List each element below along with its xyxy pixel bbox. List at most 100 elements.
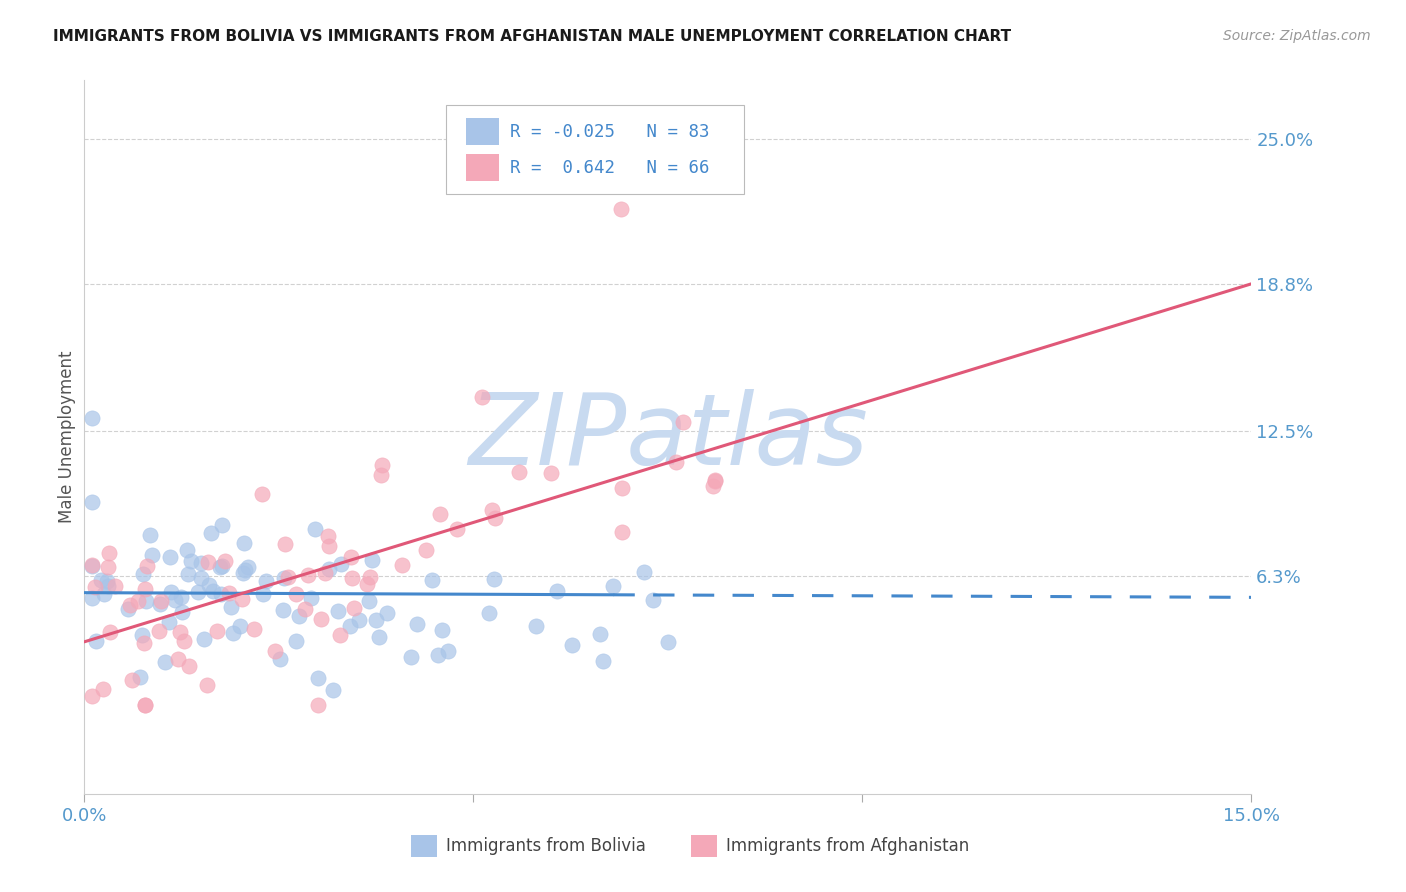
Point: [82, 591, 104, 605]
Point: [159, 549, 181, 564]
Point: [132, 636, 155, 650]
Point: [176, 543, 198, 558]
Point: [285, 634, 308, 648]
Point: [211, 558, 233, 573]
Point: [657, 634, 679, 648]
Point: [135, 594, 157, 608]
Point: [367, 630, 389, 644]
Point: [314, 566, 336, 580]
Point: [83, 580, 105, 594]
Point: [391, 558, 413, 572]
Point: [186, 585, 208, 599]
Point: [357, 594, 380, 608]
Point: [150, 593, 173, 607]
Point: [84, 634, 107, 648]
Point: [200, 526, 222, 541]
Point: [318, 529, 340, 543]
Point: [427, 648, 450, 662]
Point: [704, 475, 727, 489]
Point: [198, 578, 221, 592]
Point: [219, 600, 242, 615]
Point: [524, 619, 547, 633]
Point: [165, 593, 187, 607]
Point: [339, 619, 361, 633]
Point: [231, 592, 253, 607]
FancyBboxPatch shape: [465, 119, 499, 145]
Point: [482, 572, 505, 586]
Text: Immigrants from Afghanistan: Immigrants from Afghanistan: [727, 837, 970, 855]
Point: [128, 670, 150, 684]
Point: [318, 562, 340, 576]
Point: [167, 651, 190, 665]
Point: [193, 632, 215, 647]
Point: [127, 594, 149, 608]
Point: [420, 574, 443, 588]
Point: [274, 537, 297, 551]
Point: [478, 606, 501, 620]
Point: [560, 638, 582, 652]
Point: [190, 571, 212, 585]
Point: [430, 623, 453, 637]
Point: [149, 597, 172, 611]
Point: [271, 603, 294, 617]
Point: [589, 627, 612, 641]
Point: [546, 583, 568, 598]
Point: [97, 580, 120, 594]
Point: [138, 528, 160, 542]
FancyBboxPatch shape: [411, 835, 437, 856]
Point: [100, 624, 122, 639]
Point: [157, 615, 180, 629]
Point: [93, 587, 115, 601]
Point: [370, 467, 392, 482]
Point: [484, 510, 506, 524]
Point: [481, 503, 503, 517]
FancyBboxPatch shape: [465, 154, 499, 181]
Point: [329, 557, 352, 571]
Point: [104, 579, 127, 593]
Point: [641, 593, 664, 607]
Point: [273, 571, 295, 585]
Point: [329, 628, 352, 642]
Point: [117, 602, 139, 616]
Point: [207, 624, 229, 638]
Point: [172, 605, 194, 619]
Point: [233, 536, 256, 550]
Text: IMMIGRANTS FROM BOLIVIA VS IMMIGRANTS FROM AFGHANISTAN MALE UNEMPLOYMENT CORRELA: IMMIGRANTS FROM BOLIVIA VS IMMIGRANTS FR…: [53, 29, 1011, 44]
Point: [437, 644, 460, 658]
Point: [610, 202, 633, 216]
Point: [540, 466, 562, 480]
Point: [97, 560, 120, 574]
Point: [356, 577, 378, 591]
Point: [209, 586, 232, 600]
Point: [82, 411, 104, 425]
FancyBboxPatch shape: [692, 835, 717, 856]
Point: [229, 619, 252, 633]
Point: [269, 652, 291, 666]
Point: [236, 560, 259, 574]
Point: [322, 683, 344, 698]
Point: [160, 585, 183, 599]
Text: R = -0.025   N = 83: R = -0.025 N = 83: [510, 123, 710, 141]
Point: [82, 558, 104, 573]
Point: [343, 601, 366, 615]
Point: [375, 606, 398, 620]
Point: [120, 598, 142, 612]
Point: [93, 681, 115, 696]
Point: [82, 559, 104, 574]
Point: [307, 698, 329, 712]
Point: [592, 654, 614, 668]
Point: [294, 602, 316, 616]
Point: [340, 571, 363, 585]
Point: [359, 569, 381, 583]
Point: [252, 487, 274, 501]
Point: [508, 465, 530, 479]
Point: [131, 627, 153, 641]
Point: [177, 658, 200, 673]
Text: Source: ZipAtlas.com: Source: ZipAtlas.com: [1223, 29, 1371, 43]
Point: [134, 698, 156, 712]
Point: [284, 587, 307, 601]
Text: R =  0.642   N = 66: R = 0.642 N = 66: [510, 159, 710, 177]
Point: [208, 559, 231, 574]
Point: [406, 617, 429, 632]
Point: [633, 566, 655, 580]
